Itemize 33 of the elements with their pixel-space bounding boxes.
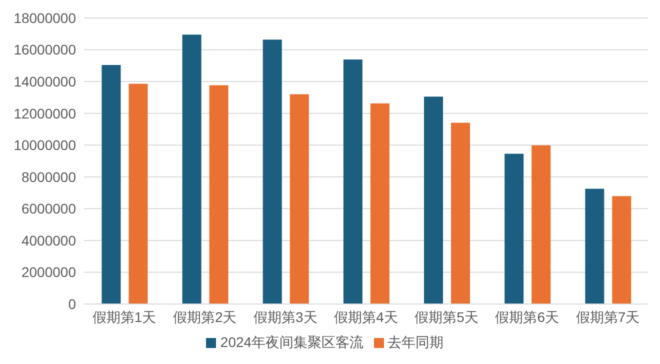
bar [262,40,282,304]
x-tick-label: 假期第7天 [576,308,640,325]
x-tick-label: 假期第2天 [172,308,237,325]
bar [128,84,148,304]
bar [209,85,228,304]
y-tick-label: 10000000 [14,137,76,154]
bar [424,96,444,304]
bar [102,65,121,304]
legend-label: 去年同期 [388,334,444,350]
bar [504,154,524,304]
y-tick-label: 14000000 [14,74,76,90]
bar [370,103,390,304]
legend-label: 2024年夜间集聚区客流 [220,334,364,350]
y-tick-label: 0 [68,296,76,312]
x-tick-label: 假期第4天 [334,308,398,325]
bar [532,145,551,304]
y-tick-label: 12000000 [14,105,76,122]
y-tick-label: 16000000 [14,42,76,58]
bar [612,196,632,304]
y-tick-label: 6000000 [21,200,76,217]
y-tick-label: 18000000 [14,10,76,26]
y-tick-label: 2000000 [21,264,76,280]
x-tick-label: 假期第5天 [414,308,478,325]
bar [585,188,604,304]
x-tick-label: 假期第1天 [92,308,156,325]
y-tick-label: 8000000 [21,168,76,185]
y-tick-label: 4000000 [21,232,76,248]
x-tick-label: 假期第3天 [254,308,318,325]
bar [182,34,202,304]
bar [290,94,309,304]
bar [343,59,362,304]
x-tick-label: 假期第6天 [495,308,560,325]
bar [451,122,470,304]
